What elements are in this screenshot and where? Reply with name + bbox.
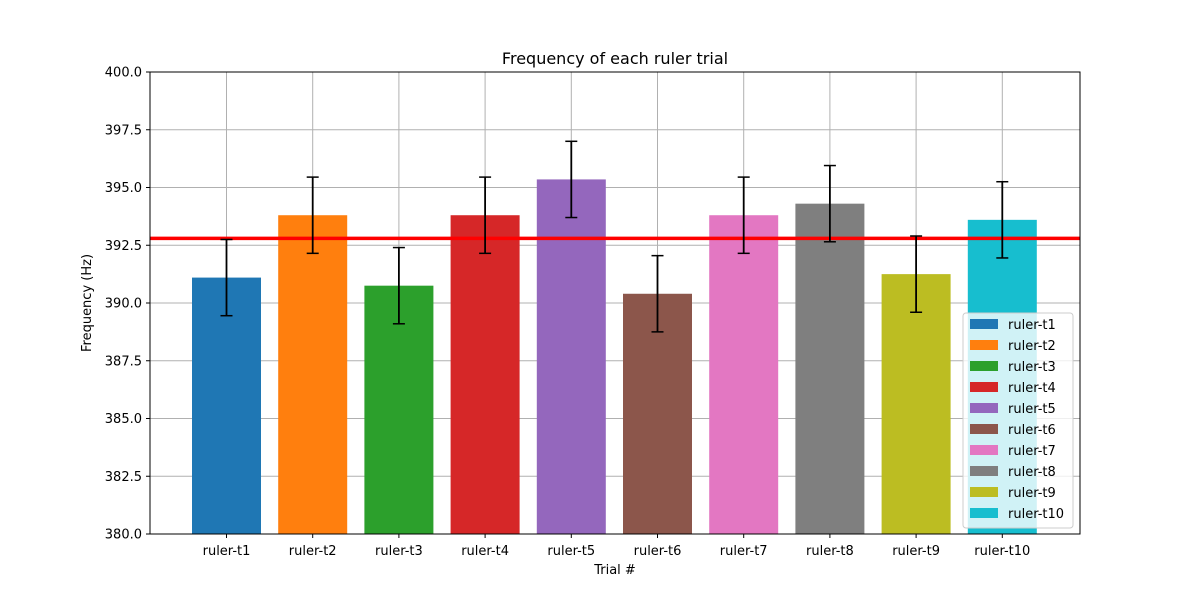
legend-label-ruler-t4: ruler-t4 <box>1008 381 1056 396</box>
legend-swatch-ruler-t9 <box>970 487 998 497</box>
y-tick-label: 387.5 <box>105 354 142 369</box>
bar-ruler-t6 <box>623 293 692 534</box>
legend-label-ruler-t8: ruler-t8 <box>1008 465 1056 480</box>
x-tick-label: ruler-t6 <box>634 544 682 559</box>
legend: ruler-t1 ruler-t2 ruler-t3 ruler-t4 ruler-t5… <box>962 312 1074 529</box>
y-axis-label: Frequency (Hz) <box>80 254 95 352</box>
y-tick-label: 382.5 <box>105 470 142 485</box>
y-tick-label: 380.0 <box>105 528 142 543</box>
legend-label-ruler-t10: ruler-t10 <box>1008 507 1064 522</box>
bar-ruler-t2 <box>278 215 348 534</box>
legend-swatch-ruler-t5 <box>970 403 998 413</box>
legend-label-ruler-t3: ruler-t3 <box>1008 360 1056 375</box>
x-tick-label: ruler-t4 <box>461 544 509 559</box>
x-axis-ticks: ruler-t1 ruler-t2 ruler-t3 ruler-t4 ruler-t5… <box>203 534 1030 559</box>
x-tick-label: ruler-t9 <box>892 544 940 559</box>
legend-label-ruler-t6: ruler-t6 <box>1008 423 1056 438</box>
legend-label-ruler-t1: ruler-t1 <box>1008 318 1056 333</box>
bar-ruler-t3 <box>364 285 434 534</box>
bar-ruler-t4 <box>450 215 520 534</box>
x-tick-label: ruler-t2 <box>289 544 337 559</box>
error-bar-ruler-t4 <box>479 176 492 255</box>
legend-swatch-ruler-t6 <box>970 424 998 434</box>
legend-swatch-ruler-t10 <box>970 508 998 518</box>
bar-ruler-t8 <box>795 203 865 535</box>
y-tick-label: 390.0 <box>105 297 142 312</box>
y-tick-label: 400.0 <box>105 66 142 81</box>
x-tick-label: ruler-t1 <box>203 544 251 559</box>
x-tick-label: ruler-t3 <box>375 544 423 559</box>
chart-title: Frequency of each ruler trial <box>502 49 728 68</box>
y-tick-label: 395.0 <box>105 181 142 196</box>
legend-swatch-ruler-t8 <box>970 466 998 476</box>
bar-ruler-t1 <box>192 277 261 534</box>
error-bar-ruler-t5 <box>565 140 578 219</box>
error-bar-ruler-t2 <box>306 176 319 255</box>
x-tick-label: ruler-t10 <box>974 544 1030 559</box>
error-bar-ruler-t10 <box>996 180 1009 259</box>
error-bar-ruler-t7 <box>737 176 750 255</box>
legend-swatch-ruler-t2 <box>970 340 998 350</box>
y-tick-label: 392.5 <box>105 239 142 254</box>
legend-label-ruler-t7: ruler-t7 <box>1008 444 1056 459</box>
error-bars <box>220 140 1009 333</box>
error-bar-ruler-t3 <box>392 246 405 325</box>
x-tick-label: ruler-t8 <box>806 544 854 559</box>
error-bar-ruler-t6 <box>651 254 664 333</box>
bar-ruler-t7 <box>709 215 779 534</box>
x-tick-label: ruler-t7 <box>720 544 768 559</box>
bar-ruler-t9 <box>881 274 951 534</box>
error-bar-ruler-t1 <box>220 238 233 317</box>
legend-swatch-ruler-t1 <box>970 319 998 329</box>
x-axis-label: Trial # <box>593 563 636 578</box>
legend-label-ruler-t2: ruler-t2 <box>1008 339 1056 354</box>
legend-swatch-ruler-t7 <box>970 445 998 455</box>
legend-swatch-ruler-t3 <box>970 361 998 371</box>
y-tick-label: 397.5 <box>105 123 142 138</box>
legend-label-ruler-t9: ruler-t9 <box>1008 486 1056 501</box>
bar-ruler-t5 <box>536 179 606 535</box>
error-bar-ruler-t8 <box>823 164 836 243</box>
x-tick-label: ruler-t5 <box>547 544 595 559</box>
error-bar-ruler-t9 <box>910 235 923 313</box>
legend-label-ruler-t5: ruler-t5 <box>1008 402 1056 417</box>
legend-swatch-ruler-t4 <box>970 382 998 392</box>
y-axis-ticks: 380.0 382.5 385.0 387.5 390.0 392.5 395.0 397.5… <box>105 66 150 543</box>
y-tick-label: 385.0 <box>105 412 142 427</box>
